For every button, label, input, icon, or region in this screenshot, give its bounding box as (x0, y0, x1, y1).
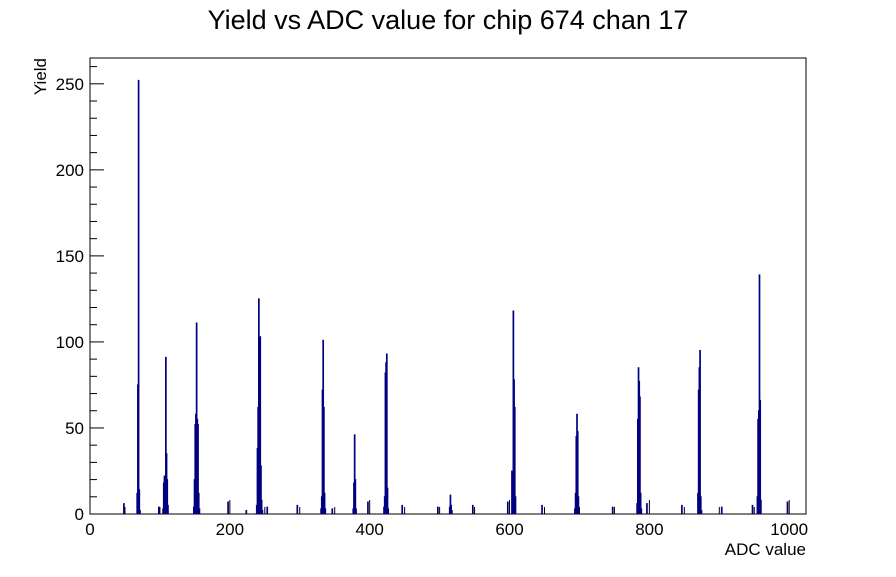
histogram-bin (386, 487, 389, 514)
y-tick-label: 250 (56, 75, 84, 94)
y-tick-label: 0 (75, 505, 84, 524)
histogram-bin (513, 406, 516, 514)
histogram-bin (450, 510, 453, 514)
histogram-bin (138, 489, 141, 514)
histogram-bin (367, 501, 369, 514)
histogram-bin (266, 506, 269, 514)
histogram-bin (137, 79, 140, 514)
histogram-bin (354, 479, 357, 514)
histogram-bin (786, 501, 789, 514)
histogram-bin (260, 499, 263, 514)
histogram-bin (197, 424, 199, 514)
histogram-bin (449, 494, 452, 514)
plot-frame (89, 57, 807, 515)
histogram-bin (450, 504, 452, 514)
x-axis-label: ADC value (725, 540, 806, 559)
histogram-bin (198, 508, 201, 514)
histogram-bin (165, 356, 167, 514)
histogram-bin (471, 504, 474, 514)
histogram-bin (227, 501, 229, 514)
histogram-bin (437, 506, 439, 514)
histogram-bin (576, 430, 579, 514)
histogram-bin (260, 465, 262, 514)
histogram-bin (720, 506, 723, 514)
histogram-bin (699, 350, 701, 514)
histogram-bin (699, 496, 702, 514)
y-tick-label: 100 (56, 333, 84, 352)
histogram-bin (759, 399, 762, 514)
histogram-bin (700, 510, 703, 514)
histogram-bin (401, 504, 404, 514)
x-tick-label: 1000 (770, 520, 808, 539)
histogram-bin (751, 504, 754, 514)
x-tick-label: 400 (356, 520, 384, 539)
histogram-bin (139, 510, 141, 514)
histogram-bin (385, 353, 388, 514)
histogram-bin (245, 510, 248, 514)
x-tick-label: 0 (85, 520, 94, 539)
chart-title: Yield vs ADC value for chip 674 chan 17 (208, 5, 689, 35)
y-tick-label: 50 (65, 419, 84, 438)
histogram-bin (681, 504, 683, 514)
histogram-bin (506, 501, 509, 514)
histogram-bin (577, 496, 580, 514)
histogram-bin (158, 506, 160, 514)
y-tick-label: 150 (56, 247, 84, 266)
x-tick-label: 600 (495, 520, 523, 539)
histogram-bin (639, 492, 642, 514)
y-axis-label: Yield (31, 58, 50, 95)
histogram-bin (324, 508, 327, 514)
histogram-bin (355, 508, 357, 514)
histogram-bin (323, 406, 325, 514)
histogram-bin (640, 508, 643, 514)
histogram-bin (166, 479, 169, 514)
histogram-bin (646, 503, 648, 514)
histogram-bin (261, 510, 264, 514)
histogram-bin (387, 508, 390, 514)
histogram-bin (323, 492, 326, 514)
histogram-bin (331, 508, 334, 514)
histogram-bin (758, 274, 761, 514)
histogram-bin (259, 336, 262, 514)
plot-area: 0 50 100 150 200 250 0 200 400 600 800 1000 (56, 57, 808, 539)
histogram-bin (511, 470, 513, 514)
y-tick-label: 200 (56, 161, 84, 180)
histogram-bin (514, 496, 517, 514)
x-tick-label: 200 (216, 520, 244, 539)
histogram-bin (296, 504, 299, 514)
histogram-bin (197, 492, 200, 514)
histogram-bin (611, 506, 614, 514)
histogram-bin (353, 434, 356, 514)
histogram-bin (123, 503, 125, 514)
histogram-bin (195, 322, 198, 514)
histogram-bin (541, 504, 543, 514)
histogram-bin (760, 499, 762, 514)
x-tick-label: 800 (635, 520, 663, 539)
histogram-bin (639, 396, 641, 514)
histogram-bin (167, 504, 169, 514)
